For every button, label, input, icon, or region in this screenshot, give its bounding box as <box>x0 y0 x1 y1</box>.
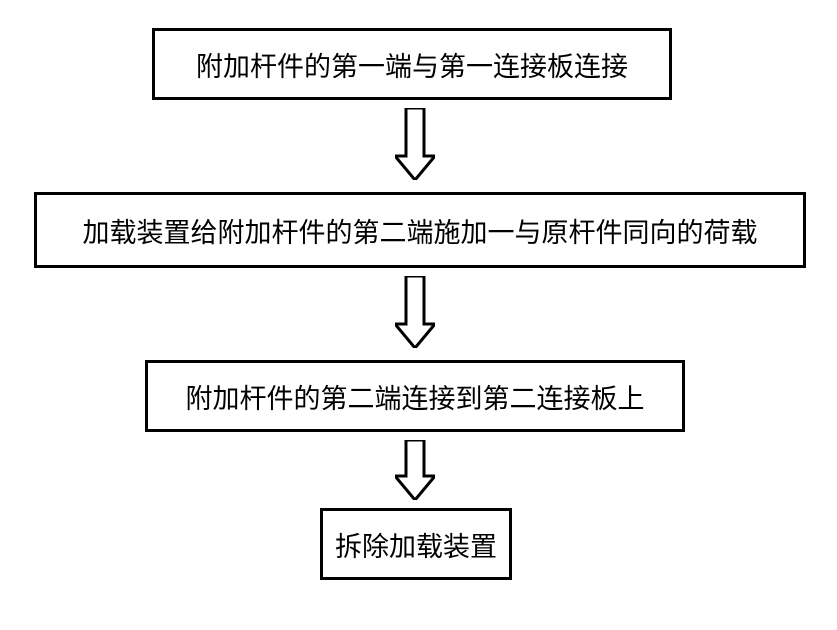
flow-node-1: 附加杆件的第一端与第一连接板连接 <box>152 28 672 100</box>
flow-node-3: 附加杆件的第二端连接到第二连接板上 <box>145 360 685 432</box>
flow-node-1-label: 附加杆件的第一端与第一连接板连接 <box>196 45 628 84</box>
flow-arrow-1 <box>395 108 435 180</box>
flow-node-4: 拆除加载装置 <box>320 508 512 580</box>
flow-node-3-label: 附加杆件的第二端连接到第二连接板上 <box>186 377 645 416</box>
flow-node-2-label: 加载装置给附加杆件的第二端施加一与原杆件同向的荷载 <box>83 211 758 250</box>
flowchart-canvas: 附加杆件的第一端与第一连接板连接 加载装置给附加杆件的第二端施加一与原杆件同向的… <box>0 0 837 630</box>
flow-node-2: 加载装置给附加杆件的第二端施加一与原杆件同向的荷载 <box>34 192 806 268</box>
flow-arrow-3 <box>395 440 435 500</box>
flow-node-4-label: 拆除加载装置 <box>335 525 497 564</box>
flow-arrow-2 <box>395 276 435 348</box>
